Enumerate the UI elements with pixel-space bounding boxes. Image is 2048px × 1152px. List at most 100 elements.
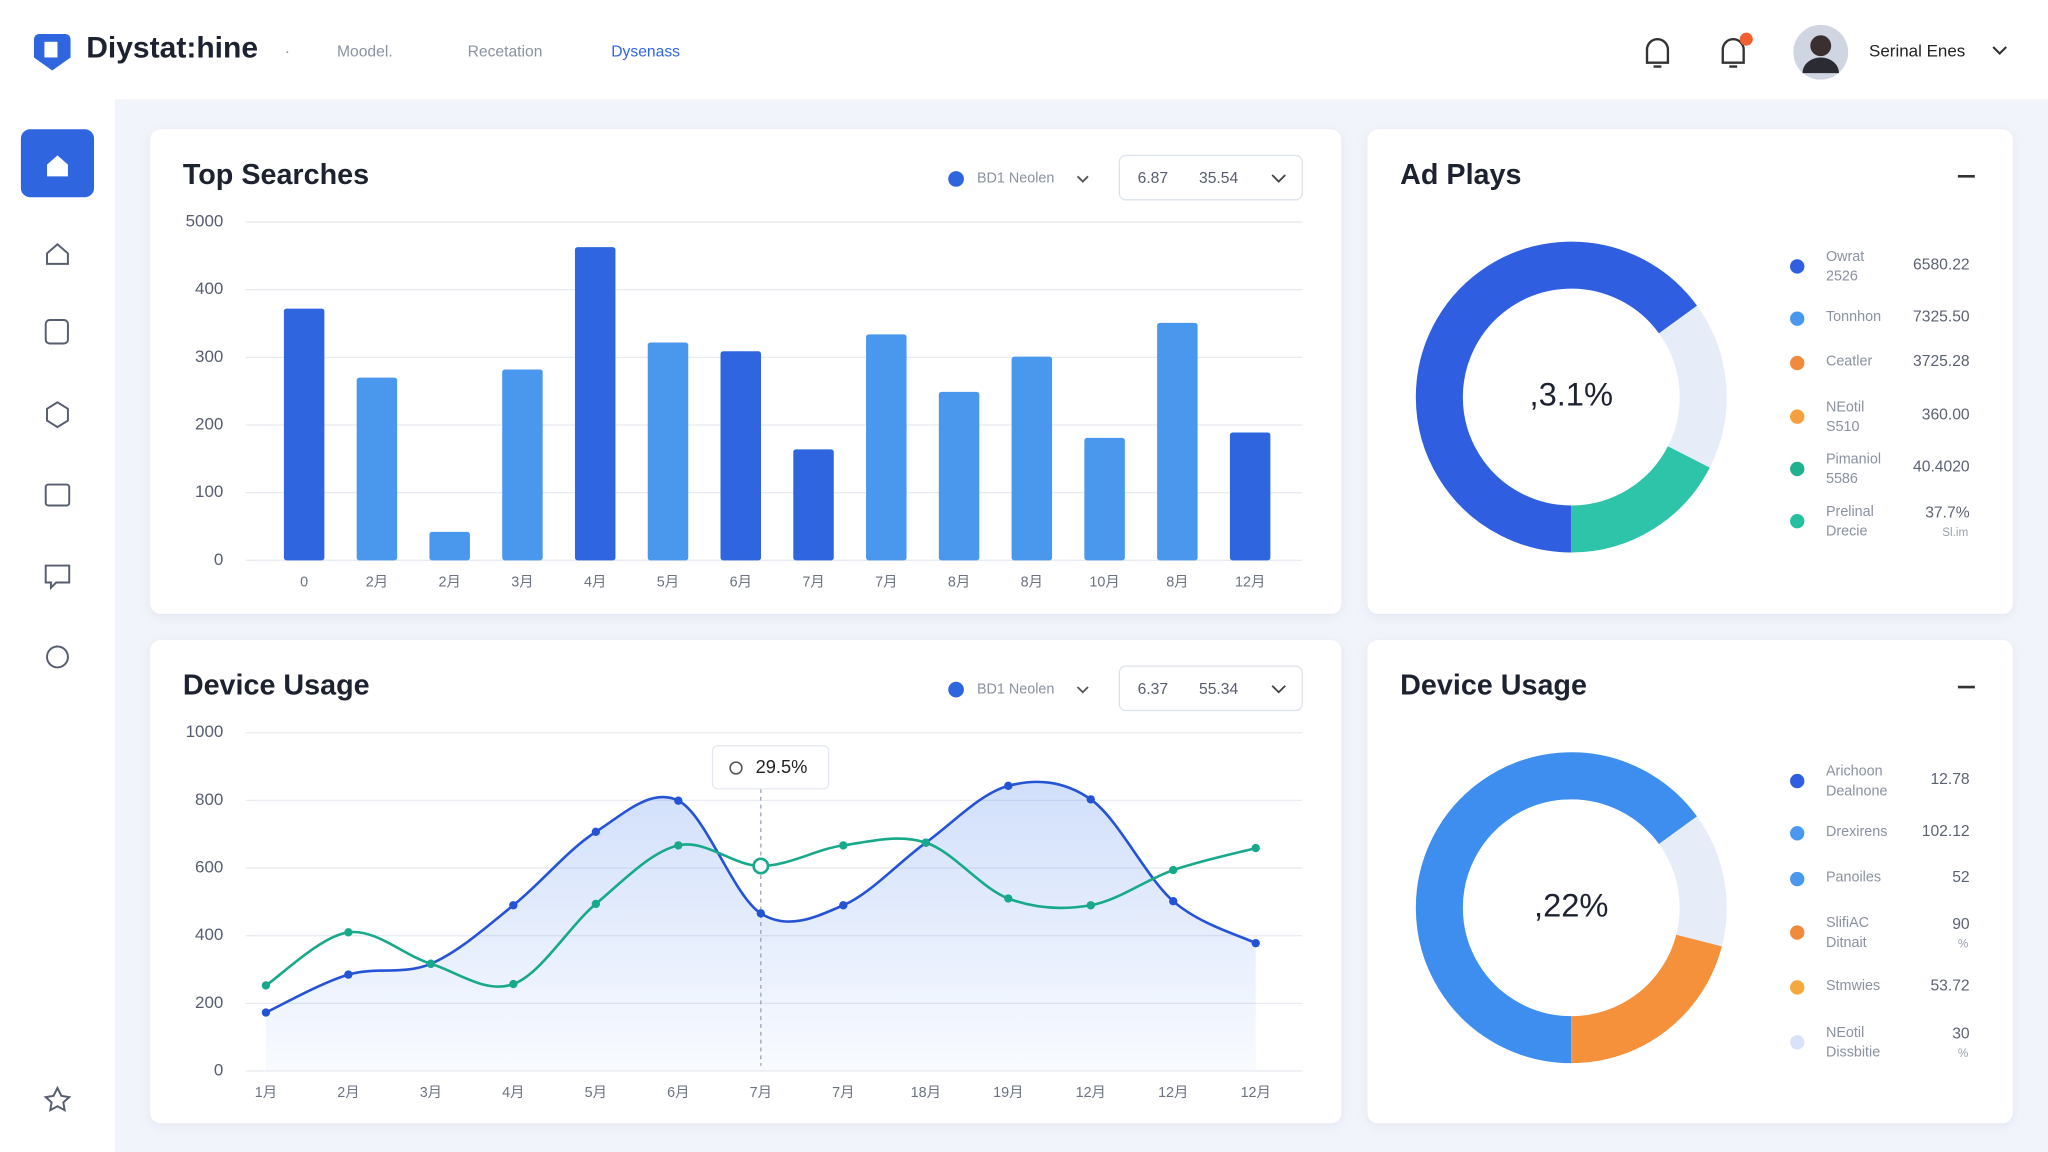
legend-name: NEotil xyxy=(1826,1025,1864,1041)
y-tick-label: 800 xyxy=(195,790,223,809)
range-select[interactable] xyxy=(1118,665,1303,712)
legend-dot xyxy=(1790,1035,1805,1050)
y-tick-label: 400 xyxy=(195,925,223,944)
legend-name: Pimaniol xyxy=(1826,452,1881,468)
legend-name: Panoiles xyxy=(1826,870,1881,886)
bar xyxy=(1157,322,1198,561)
range-select[interactable] xyxy=(1118,154,1303,201)
y-tick-label: 0 xyxy=(214,1061,223,1080)
y-tick-label: 200 xyxy=(195,414,223,433)
point xyxy=(839,901,848,910)
point xyxy=(1004,894,1013,903)
nav-item[interactable]: Recetation xyxy=(468,43,543,60)
sidebar-icon[interactable] xyxy=(46,645,69,669)
y-tick-label: 400 xyxy=(195,279,223,298)
legend-name: Stmwies xyxy=(1826,978,1880,994)
bar xyxy=(502,369,543,561)
x-tick-label: 3月 xyxy=(511,574,533,590)
x-tick-label: 2月 xyxy=(366,574,388,590)
legend-name: 5586 xyxy=(1826,471,1858,487)
tooltip-label: 29.5% xyxy=(756,756,808,777)
legend-dot xyxy=(1790,461,1805,477)
collapse-icon[interactable] xyxy=(1957,175,1975,689)
sidebar-icon[interactable] xyxy=(44,483,71,507)
legend-sub: % xyxy=(1958,1047,1969,1060)
x-tick-label: 8月 xyxy=(1021,574,1043,590)
x-tick-label: 1月 xyxy=(255,1085,277,1101)
y-tick-label: 200 xyxy=(195,993,223,1012)
point xyxy=(261,1008,271,1017)
nav-item[interactable]: Moodel. xyxy=(337,43,393,60)
user-name[interactable]: Serinal Enes xyxy=(1869,42,1965,61)
point xyxy=(839,841,848,850)
legend-chevron xyxy=(1076,686,1089,694)
point xyxy=(591,899,601,909)
legend-name: Ceatler xyxy=(1826,354,1873,370)
donut-segment xyxy=(1658,816,1727,947)
x-tick-label: 3月 xyxy=(420,1085,442,1101)
point xyxy=(591,827,601,837)
bar xyxy=(647,342,689,561)
bar xyxy=(866,334,907,561)
legend-value: 12.78 xyxy=(1930,771,1969,788)
donut-segment xyxy=(1658,305,1727,468)
legend-name: 2526 xyxy=(1826,269,1858,285)
legend-name: Dealnone xyxy=(1826,783,1887,799)
avatar-head xyxy=(1810,35,1832,57)
donut-segment xyxy=(1570,934,1722,1064)
sidebar-icon[interactable] xyxy=(44,564,71,591)
x-tick-label: 2月 xyxy=(337,1085,359,1101)
legend-value: 90 xyxy=(1952,916,1970,933)
point xyxy=(1169,897,1178,906)
area xyxy=(265,781,1256,1072)
point xyxy=(344,970,353,979)
sidebar-icon[interactable] xyxy=(44,319,69,345)
legend-value: 6580.22 xyxy=(1913,256,1970,273)
x-tick-label: 12月 xyxy=(1076,1085,1106,1101)
legend-dot xyxy=(1790,259,1805,274)
point xyxy=(1251,843,1260,853)
legend-dot xyxy=(1790,925,1805,940)
legend-dot xyxy=(1790,980,1805,995)
bar xyxy=(938,391,980,561)
bar xyxy=(574,247,616,561)
x-tick-label: 2月 xyxy=(438,574,460,590)
legend-name: Ditnait xyxy=(1826,935,1867,951)
x-tick-label: 18月 xyxy=(911,1085,941,1101)
sidebar-icon[interactable] xyxy=(43,1085,72,1113)
point xyxy=(674,841,683,850)
point xyxy=(1086,901,1095,910)
icon-bell[interactable] xyxy=(1645,38,1670,68)
icon-notification[interactable] xyxy=(1721,38,1745,68)
sidebar-icon[interactable] xyxy=(46,401,69,429)
nav-item[interactable]: Dysenass xyxy=(611,43,680,60)
legend-value: 3725.28 xyxy=(1913,353,1970,370)
range-start: 6.37 xyxy=(1138,681,1168,698)
range-end: 55.34 xyxy=(1199,681,1238,698)
range-start: 6.87 xyxy=(1138,170,1168,187)
point xyxy=(752,857,770,875)
x-tick-label: 4月 xyxy=(584,574,606,590)
x-tick-label: 19月 xyxy=(993,1085,1023,1101)
point xyxy=(344,928,353,937)
x-tick-label: 6月 xyxy=(667,1085,689,1101)
sidebar-icon[interactable] xyxy=(46,242,69,265)
point xyxy=(921,838,930,847)
x-tick-label: 5月 xyxy=(585,1085,607,1101)
user-menu-chevron[interactable] xyxy=(1992,46,2007,56)
tooltip-icon xyxy=(729,761,743,775)
y-tick-label: 1000 xyxy=(186,722,224,741)
legend-name: Dissbitie xyxy=(1826,1045,1880,1061)
x-tick-label: 7月 xyxy=(875,574,897,590)
donut-center-label: ,22% xyxy=(1534,886,1608,923)
x-tick-label: 4月 xyxy=(502,1085,524,1101)
point xyxy=(509,901,518,910)
y-tick-label: 0 xyxy=(214,550,223,569)
point xyxy=(509,979,518,989)
range-end: 35.54 xyxy=(1199,170,1238,187)
legend-label: BD1 Neolen xyxy=(977,171,1054,187)
y-tick-label: 100 xyxy=(195,482,223,501)
legend-value: 360.00 xyxy=(1922,406,1970,423)
sidebar xyxy=(0,99,115,1152)
